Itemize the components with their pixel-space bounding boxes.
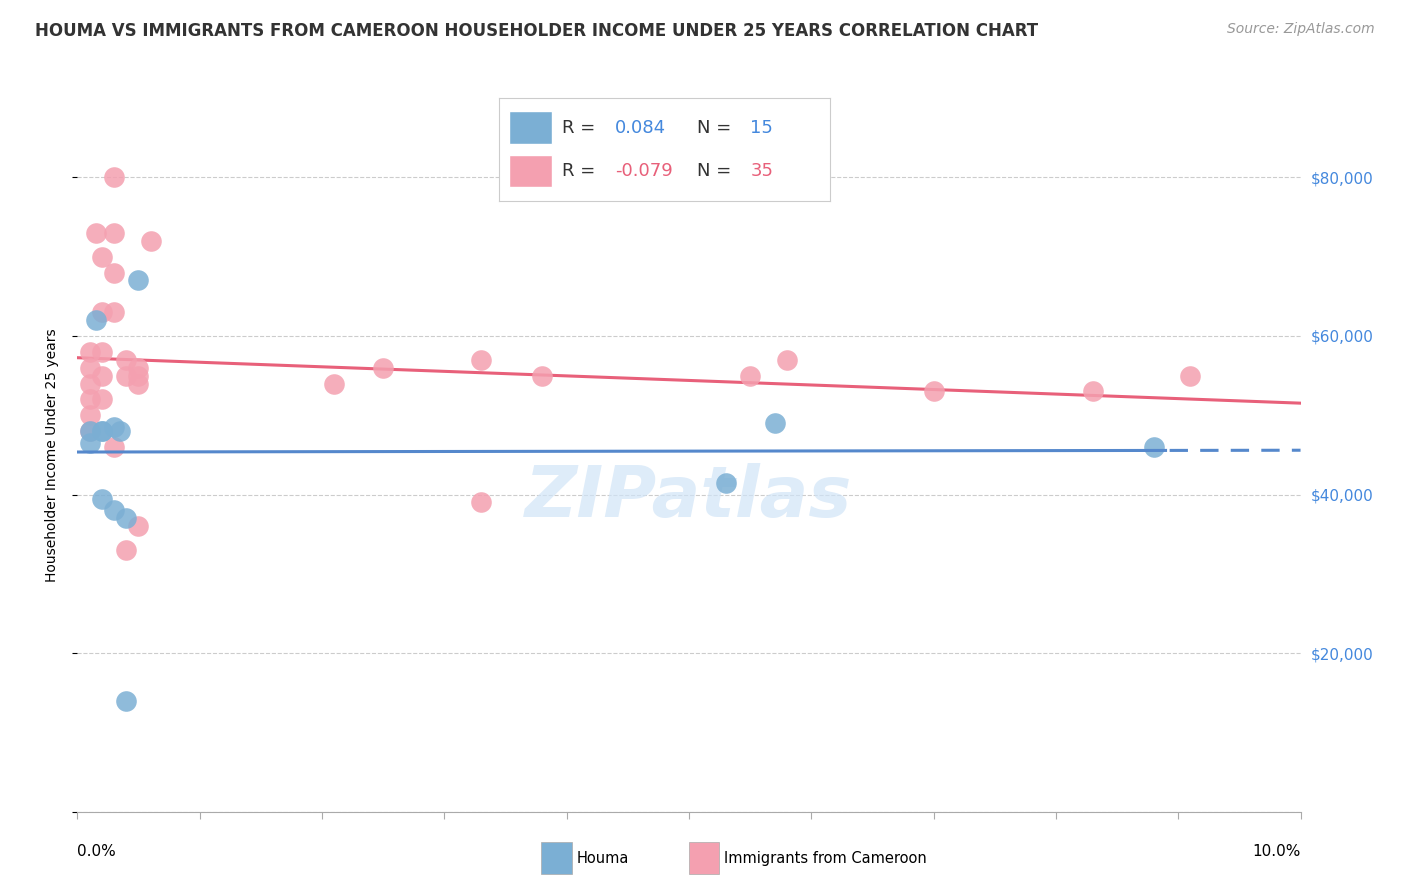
Point [128, 273, 150, 287]
Point [90, 250, 112, 264]
Text: 0.0%: 0.0% [77, 844, 117, 859]
Text: ZIPatlas: ZIPatlas [526, 463, 852, 533]
Text: -0.079: -0.079 [614, 162, 672, 180]
Point [79, 424, 101, 438]
Point [115, 543, 138, 558]
Text: R =: R = [562, 162, 595, 180]
Text: Houma: Houma [576, 851, 628, 865]
Point [79, 392, 101, 407]
Point [103, 266, 125, 280]
Point [79, 436, 101, 450]
Text: Source: ZipAtlas.com: Source: ZipAtlas.com [1227, 22, 1375, 37]
Point [79, 376, 101, 391]
Point [371, 360, 394, 375]
Text: HOUMA VS IMMIGRANTS FROM CAMEROON HOUSEHOLDER INCOME UNDER 25 YEARS CORRELATION : HOUMA VS IMMIGRANTS FROM CAMEROON HOUSEH… [35, 22, 1038, 40]
Point [531, 368, 554, 383]
Point [115, 511, 138, 525]
FancyBboxPatch shape [509, 154, 553, 187]
Point [103, 170, 125, 185]
Text: 15: 15 [751, 119, 773, 136]
Point [90, 368, 112, 383]
Point [776, 352, 799, 367]
Point [79, 409, 101, 423]
Text: R =: R = [562, 119, 595, 136]
Point [763, 416, 786, 430]
Point [740, 368, 762, 383]
Text: 35: 35 [751, 162, 773, 180]
Point [128, 360, 150, 375]
Text: N =: N = [697, 119, 731, 136]
Text: N =: N = [697, 162, 731, 180]
Point [90, 424, 112, 438]
Point [139, 234, 162, 248]
Text: 10.0%: 10.0% [1253, 844, 1301, 859]
Point [470, 352, 492, 367]
Point [103, 226, 125, 240]
Point [90, 344, 112, 359]
Point [103, 440, 125, 454]
Point [103, 420, 125, 434]
Text: 0.084: 0.084 [614, 119, 666, 136]
Point [90, 424, 112, 438]
Point [115, 368, 138, 383]
Point [90, 305, 112, 319]
Point [323, 376, 346, 391]
Point [1081, 384, 1104, 399]
Point [714, 475, 737, 490]
Text: Immigrants from Cameroon: Immigrants from Cameroon [724, 851, 927, 865]
Point [90, 491, 112, 506]
Point [90, 392, 112, 407]
Point [79, 424, 101, 438]
Point [1180, 368, 1202, 383]
Point [79, 360, 101, 375]
Point [84, 226, 107, 240]
Point [1143, 440, 1166, 454]
Point [128, 368, 150, 383]
Point [108, 424, 131, 438]
Y-axis label: Householder Income Under 25 years: Householder Income Under 25 years [45, 328, 59, 582]
Point [103, 503, 125, 517]
Point [470, 495, 492, 509]
Point [79, 344, 101, 359]
Point [128, 519, 150, 533]
Point [84, 313, 107, 327]
Point [115, 694, 138, 708]
Point [115, 352, 138, 367]
Point [128, 376, 150, 391]
Point [103, 305, 125, 319]
FancyBboxPatch shape [509, 112, 553, 145]
Point [922, 384, 945, 399]
